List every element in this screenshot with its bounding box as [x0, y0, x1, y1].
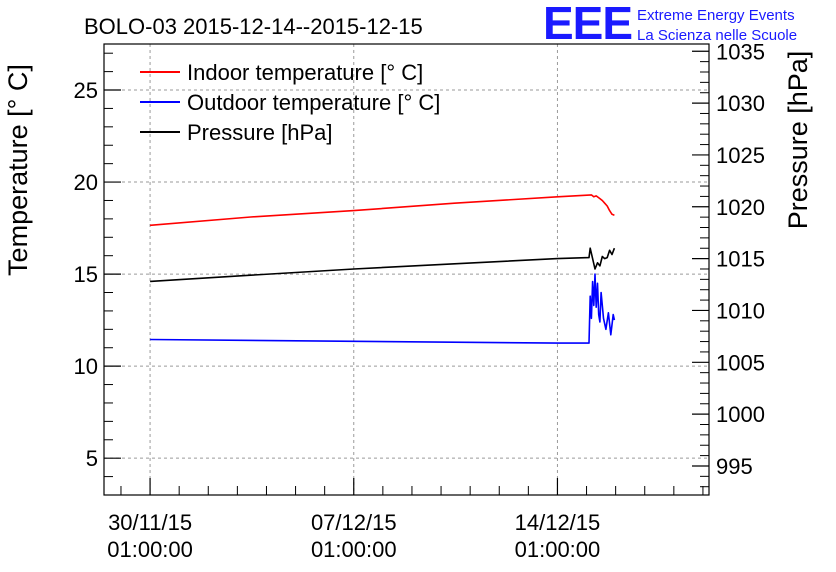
- grid: [104, 44, 709, 495]
- y2-tick-label: 1035: [716, 39, 765, 64]
- x-tick-date: 30/11/15: [108, 510, 192, 535]
- y-tick-label: 20: [74, 170, 98, 195]
- eee-logo: EEE Extreme Energy Events La Scienza nel…: [543, 0, 797, 49]
- y2-tick-label: 1000: [716, 402, 765, 427]
- x-tick-time: 01:00:00: [107, 537, 193, 562]
- y-tick-label: 25: [74, 78, 98, 103]
- logo-letters: EEE: [543, 0, 632, 49]
- legend-label-1: Outdoor temperature [° C]: [187, 90, 440, 115]
- series-line-1: [150, 273, 616, 344]
- x-tick-time: 01:00:00: [311, 537, 397, 562]
- y-tick-label: 5: [86, 446, 98, 471]
- series-line-0: [150, 194, 615, 227]
- y2-tick-label: 1005: [716, 350, 765, 375]
- y-axis-label: Temperature [° C]: [3, 64, 33, 276]
- y2-tick-label: 1020: [716, 195, 765, 220]
- axes: 5101520259951000100510101015102010251030…: [74, 39, 765, 562]
- logo-line-1: Extreme Energy Events: [637, 7, 795, 24]
- chart-title: BOLO-03 2015-12-14--2015-12-15: [84, 14, 423, 39]
- legend-label-0: Indoor temperature [° C]: [187, 60, 423, 85]
- y2-axis-label: Pressure [hPa]: [783, 51, 813, 230]
- y2-tick-label: 1015: [716, 247, 765, 272]
- series-line-2: [150, 247, 616, 283]
- y2-tick-label: 1025: [716, 143, 765, 168]
- logo-line-2: La Scienza nelle Scuole: [637, 27, 797, 44]
- y-tick-label: 15: [74, 262, 98, 287]
- legend-label-2: Pressure [hPa]: [187, 120, 333, 145]
- x-tick-date: 07/12/15: [311, 510, 397, 535]
- y2-tick-label: 995: [716, 454, 753, 479]
- y2-tick-label: 1030: [716, 91, 765, 116]
- x-tick-date: 14/12/15: [515, 510, 601, 535]
- y2-tick-label: 1010: [716, 298, 765, 323]
- y-tick-label: 10: [74, 354, 98, 379]
- x-tick-time: 01:00:00: [515, 537, 601, 562]
- series: [150, 194, 616, 344]
- legend: Indoor temperature [° C] Outdoor temperat…: [140, 60, 440, 145]
- plot-frame: [103, 43, 710, 496]
